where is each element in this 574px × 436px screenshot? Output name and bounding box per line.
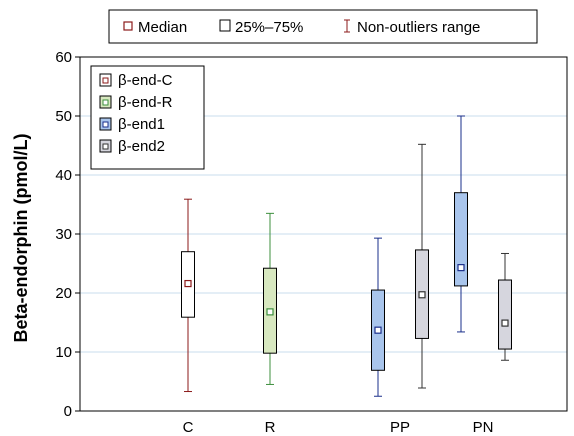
top-legend: Median 25%–75% Non-outliers range	[108, 9, 538, 44]
series-legend-median	[102, 77, 109, 84]
y-tick-label: 30	[55, 226, 72, 243]
iqr-box	[498, 279, 512, 350]
median-legend-icon	[123, 21, 133, 31]
box-legend-icon	[219, 19, 231, 32]
y-tick-label: 40	[55, 167, 72, 184]
x-category-label: PN	[473, 419, 494, 436]
y-tick-label: 60	[55, 49, 72, 66]
top-legend-label: Non-outliers range	[357, 19, 480, 36]
series-legend-label: β-end-R	[118, 94, 173, 111]
box-group	[498, 252, 512, 361]
x-category-label: C	[183, 419, 194, 436]
median-marker	[184, 279, 192, 288]
box-group	[263, 212, 277, 385]
series-legend-label: β-end-C	[118, 72, 173, 89]
series-legend-median	[102, 99, 109, 106]
series-legend-median	[102, 143, 109, 150]
top-legend-label: 25%–75%	[235, 19, 303, 36]
y-tick-label: 20	[55, 285, 72, 302]
x-category-labels: C R PP PN	[183, 419, 494, 436]
box-group	[415, 143, 429, 389]
top-legend-label: Median	[138, 19, 187, 36]
box-group	[454, 115, 468, 333]
y-ticks: 0 10 20 30 40 50 60	[55, 49, 80, 420]
y-tick-label: 0	[64, 403, 72, 420]
median-marker	[374, 326, 382, 334]
x-category-label: PP	[390, 419, 410, 436]
y-tick-label: 50	[55, 108, 72, 125]
top-legend-frame	[108, 9, 538, 44]
median-marker	[266, 308, 274, 316]
median-marker	[501, 319, 509, 327]
box-group	[181, 198, 195, 393]
series-legend: β-end-C β-end-R β-end1 β-end2	[90, 65, 205, 170]
y-tick-label: 10	[55, 344, 72, 361]
series-legend-median	[102, 121, 109, 128]
iqr-box	[454, 192, 468, 287]
median-marker	[418, 291, 426, 299]
series-legend-label: β-end2	[118, 138, 165, 155]
box-group	[371, 237, 385, 397]
median-marker	[457, 264, 465, 272]
x-category-label: R	[265, 419, 276, 436]
y-axis-label: Beta-endorphin (pmol/L)	[11, 134, 31, 343]
boxes	[181, 115, 512, 397]
series-legend-label: β-end1	[118, 116, 165, 133]
